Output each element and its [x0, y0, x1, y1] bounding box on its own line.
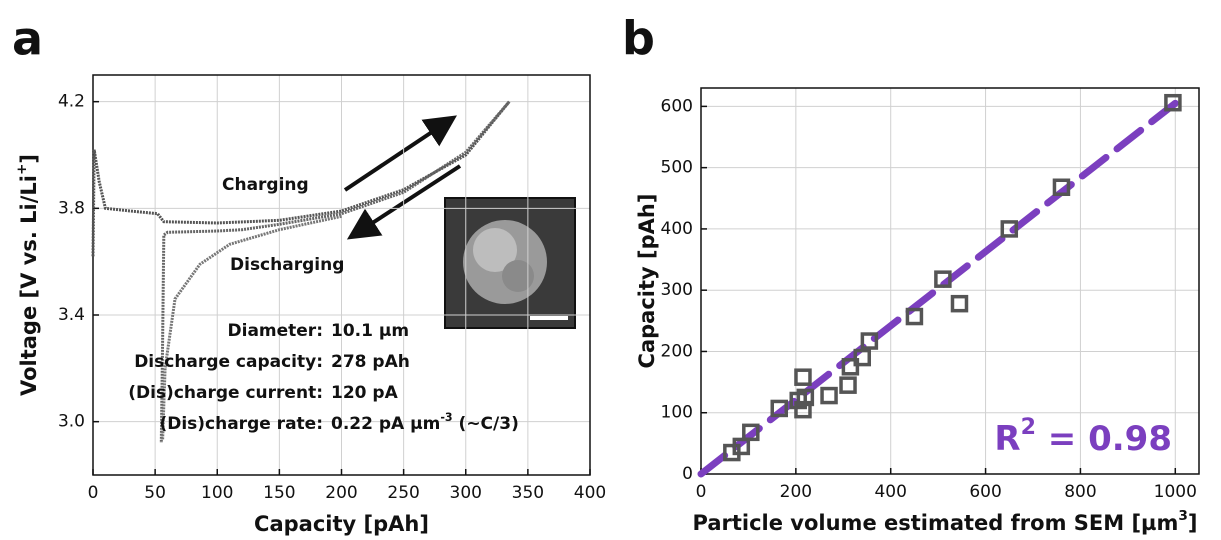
x-tick-label: 350	[512, 483, 544, 503]
x-tick-label: 100	[201, 483, 233, 503]
x-axis-title-part: ]	[1188, 511, 1198, 535]
point	[950, 294, 969, 313]
x-axis-title-part: 3	[1178, 508, 1188, 524]
note-value-part: 10.1 µm	[331, 321, 409, 341]
point	[796, 388, 815, 407]
y-tick-label: 4.2	[58, 92, 85, 112]
r-squared-part: R	[994, 419, 1020, 459]
x-tick-label: 150	[263, 483, 295, 503]
plot-frame	[700, 87, 1200, 475]
x-tick-label: 600	[969, 482, 1001, 502]
point	[860, 332, 879, 350]
note-value: 10.1 µm	[331, 321, 409, 341]
annotation: Discharging	[230, 255, 344, 275]
x-tick-label: 800	[1064, 482, 1096, 502]
x-axis-title-part: Particle volume estimated from SEM [µm	[693, 511, 1179, 535]
x-tick-label: 250	[387, 483, 419, 503]
note-value-part: 120 pA	[331, 383, 399, 403]
note-value-part: 0.22 pA µm	[331, 414, 440, 434]
x-tick-label: 300	[450, 483, 482, 503]
note-label: Discharge capacity:	[134, 352, 323, 372]
charge-arrow	[343, 115, 457, 192]
note-value-part: 278 pAh	[331, 352, 410, 372]
sem-inset	[444, 197, 576, 329]
point	[1000, 220, 1019, 238]
point	[841, 358, 860, 376]
y-tick-label: 0	[682, 464, 693, 484]
y-tick-label: 3.8	[58, 198, 85, 218]
point	[853, 348, 872, 367]
y-axis-title-part: +	[14, 164, 30, 175]
plot-frame	[92, 74, 591, 476]
fit-line	[697, 99, 1179, 478]
curve	[161, 214, 342, 441]
x-tick-label: 1000	[1154, 482, 1197, 502]
point	[732, 437, 751, 456]
y-axis-title: Capacity [pAh]	[635, 194, 659, 369]
x-axis-title: Particle volume estimated from SEM [µm3]	[693, 508, 1198, 535]
panel-label: a	[12, 12, 43, 66]
note-value-part: (~C/3)	[453, 414, 519, 434]
note-value: 120 pA	[331, 383, 399, 403]
x-tick-label: 200	[325, 483, 357, 503]
point	[1164, 93, 1182, 112]
note-label: (Dis)charge rate:	[159, 414, 323, 434]
y-tick-label: 400	[661, 219, 693, 239]
y-axis-title: Voltage [V vs. Li/Li+]	[14, 154, 41, 396]
x-tick-label: 50	[144, 483, 166, 503]
panel-label: b	[622, 12, 655, 66]
y-tick-label: 200	[661, 341, 693, 361]
y-tick-label: 3.0	[58, 412, 85, 432]
r-squared: R2 = 0.98	[994, 414, 1172, 459]
annotation: Charging	[222, 175, 309, 195]
point	[905, 307, 924, 326]
note-value-part: -3	[440, 411, 452, 424]
curve	[91, 100, 511, 257]
point	[934, 270, 952, 288]
y-tick-label: 300	[661, 280, 693, 300]
point	[794, 368, 812, 386]
note-label: Diameter:	[228, 321, 324, 341]
r-squared-part: 2	[1021, 414, 1036, 440]
y-axis-title-part: Voltage [V vs. Li/Li	[17, 175, 41, 396]
discharge-arrow	[346, 164, 462, 240]
y-axis-title-part: ]	[17, 154, 41, 164]
x-tick-label: 400	[874, 482, 906, 502]
y-tick-label: 100	[661, 403, 693, 423]
y-tick-label: 3.4	[58, 305, 85, 325]
point	[839, 376, 857, 394]
point	[820, 386, 838, 405]
y-tick-label: 600	[661, 96, 693, 116]
x-tick-label: 0	[696, 482, 707, 502]
y-tick-label: 500	[661, 158, 693, 178]
x-tick-label: 200	[780, 482, 812, 502]
note-value: 278 pAh	[331, 352, 410, 372]
x-tick-label: 400	[574, 483, 606, 503]
point	[770, 399, 789, 418]
x-axis-title-part: Capacity [pAh]	[254, 512, 429, 536]
point	[1052, 178, 1071, 197]
note-label: (Dis)charge current:	[128, 383, 323, 403]
r-squared-part: = 0.98	[1036, 419, 1172, 459]
x-tick-label: 0	[88, 483, 99, 503]
point	[742, 423, 760, 442]
x-axis-title: Capacity [pAh]	[254, 512, 429, 536]
y-axis-title-part: Capacity [pAh]	[635, 194, 659, 369]
note-value: 0.22 pA µm-3 (~C/3)	[331, 411, 519, 435]
curve	[159, 100, 511, 444]
